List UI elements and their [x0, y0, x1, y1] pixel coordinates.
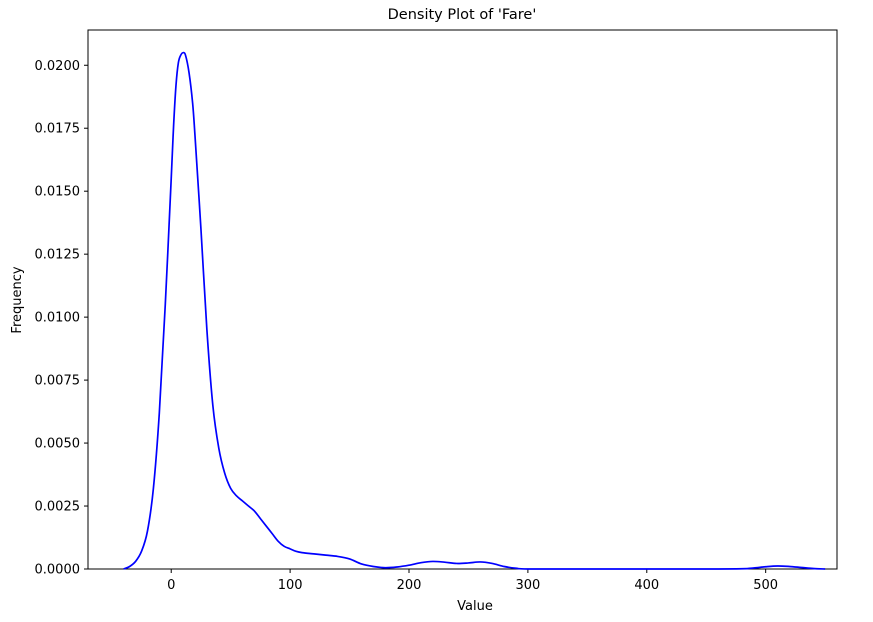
x-axis-ticks: 0 100 200 300 400 500	[167, 569, 778, 593]
y-tick-label: 0.0025	[35, 500, 81, 515]
y-tick-label: 0.0050	[35, 437, 81, 452]
y-axis-ticks: 0.0000 0.0025 0.0050 0.0075 0.0100 0.0125 0.01…	[35, 59, 88, 578]
x-tick-label: 0	[167, 578, 175, 593]
x-tick-label: 100	[278, 578, 303, 593]
plot-area	[123, 51, 826, 570]
axes	[87, 29, 838, 570]
y-tick-label: 0.0175	[35, 122, 81, 137]
y-tick-label: 0.0075	[35, 374, 81, 389]
x-axis-label: Value	[457, 599, 493, 614]
x-tick-label: 500	[753, 578, 778, 593]
y-tick-label: 0.0125	[35, 248, 81, 263]
y-tick-label: 0.0150	[35, 185, 81, 200]
axes-frame	[87, 29, 838, 570]
y-tick-label: 0.0200	[35, 59, 81, 74]
y-tick-label: 0.0100	[35, 311, 81, 326]
x-tick-label: 400	[634, 578, 659, 593]
y-axis-label: Frequency	[10, 266, 25, 333]
density-line	[123, 51, 826, 570]
x-tick-label: 200	[397, 578, 422, 593]
x-tick-label: 300	[515, 578, 540, 593]
chart-title: Density Plot of 'Fare'	[388, 7, 537, 23]
y-tick-label: 0.0000	[35, 563, 81, 578]
